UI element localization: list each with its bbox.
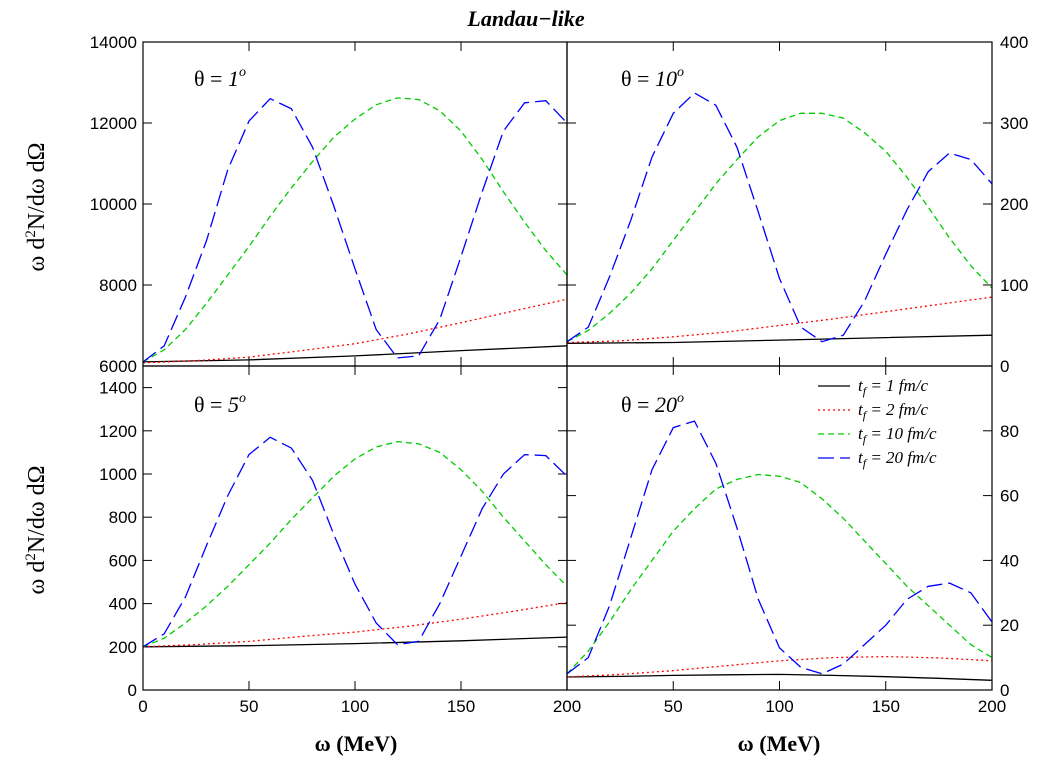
series-group bbox=[143, 97, 567, 364]
angle-annotation: θ = 20o bbox=[621, 391, 684, 417]
y-tick-label: 400 bbox=[109, 595, 137, 614]
y-tick-label: 12000 bbox=[90, 114, 137, 133]
y-tick-label: 400 bbox=[1000, 33, 1028, 52]
legend: tf = 1 fm/ctf = 2 fm/ctf = 10 fm/ctf = 2… bbox=[818, 376, 937, 470]
x-axis-label-left: ω (MeV) bbox=[315, 731, 398, 756]
x-tick-label: 50 bbox=[240, 697, 259, 716]
x-tick-label: 50 bbox=[664, 697, 683, 716]
y-axis-label-bottom: ω d2N/dω dΩ bbox=[23, 466, 50, 595]
panel-bottom-right: 0 20 40 60 80 50 100 150 200 θ = 20o bbox=[566, 365, 1019, 716]
panel-frame bbox=[566, 365, 993, 691]
y-tick-label: 14000 bbox=[90, 33, 137, 52]
y-tick-label: 600 bbox=[109, 551, 137, 570]
series-line bbox=[567, 655, 992, 678]
panel-top-left: 6000 8000 10000 12000 14000 θ = 1o bbox=[90, 33, 568, 376]
x-tick-label: 200 bbox=[553, 697, 581, 716]
y-tick-label: 40 bbox=[1000, 551, 1019, 570]
y-tick-label: 20 bbox=[1000, 616, 1019, 635]
y-tick-label: 6000 bbox=[99, 357, 137, 376]
angle-annotation: θ = 1o bbox=[194, 65, 246, 91]
x-tick-label: 100 bbox=[341, 697, 369, 716]
series-line bbox=[567, 92, 992, 343]
series-line bbox=[143, 345, 567, 363]
series-line bbox=[143, 97, 567, 363]
y-axis-label-top: ω d2N/dω dΩ bbox=[23, 143, 50, 272]
y-tick-label: 100 bbox=[1000, 276, 1028, 295]
series-line bbox=[143, 97, 567, 363]
y-tick-label: 10000 bbox=[90, 195, 137, 214]
y-tick-label: 800 bbox=[109, 508, 137, 527]
y-tick-label: 80 bbox=[1000, 422, 1019, 441]
y-tick-label: 1000 bbox=[99, 465, 137, 484]
x-tick-label: 200 bbox=[978, 697, 1006, 716]
panel-bottom-left: 0 200 400 600 800 1000 1200 1400 0 50 100 150 200 θ =… bbox=[99, 365, 581, 716]
series-line bbox=[143, 601, 567, 648]
y-tick-label: 0 bbox=[128, 681, 137, 700]
series-line bbox=[143, 436, 567, 648]
series-group bbox=[567, 420, 992, 681]
angle-annotation: θ = 10o bbox=[621, 65, 684, 91]
series-line bbox=[567, 420, 992, 675]
series-group bbox=[143, 436, 567, 648]
x-axis-label-right: ω (MeV) bbox=[738, 731, 821, 756]
legend-label: tf = 10 fm/c bbox=[858, 424, 937, 446]
series-line bbox=[143, 636, 567, 648]
series-group bbox=[567, 92, 992, 344]
x-tick-label: 150 bbox=[447, 697, 475, 716]
series-line bbox=[567, 473, 992, 675]
series-line bbox=[567, 112, 992, 343]
y-tick-label: 0 bbox=[1000, 681, 1009, 700]
x-tick-label: 150 bbox=[872, 697, 900, 716]
legend-label: tf = 20 fm/c bbox=[858, 448, 937, 470]
legend-label: tf = 2 fm/c bbox=[858, 400, 929, 422]
x-tick-label: 0 bbox=[138, 697, 147, 716]
y-tick-label: 8000 bbox=[99, 276, 137, 295]
y-tick-label: 1200 bbox=[99, 422, 137, 441]
series-line bbox=[567, 296, 992, 344]
y-tick-label: 200 bbox=[1000, 195, 1028, 214]
series-line bbox=[567, 334, 992, 344]
chart-title: Landau−like bbox=[466, 6, 584, 31]
y-tick-label: 60 bbox=[1000, 487, 1019, 506]
legend-label: tf = 1 fm/c bbox=[858, 376, 929, 398]
x-tick-label: 100 bbox=[765, 697, 793, 716]
series-line bbox=[143, 440, 567, 648]
y-tick-label: 200 bbox=[109, 638, 137, 657]
angle-annotation: θ = 5o bbox=[194, 391, 246, 417]
y-tick-label: 300 bbox=[1000, 114, 1028, 133]
y-tick-label: 0 bbox=[1000, 357, 1009, 376]
y-tick-label: 1400 bbox=[99, 379, 137, 398]
panel-top-right: 0 100 200 300 400 θ = 10o bbox=[566, 33, 1028, 376]
series-line bbox=[143, 298, 567, 364]
series-line bbox=[567, 673, 992, 681]
